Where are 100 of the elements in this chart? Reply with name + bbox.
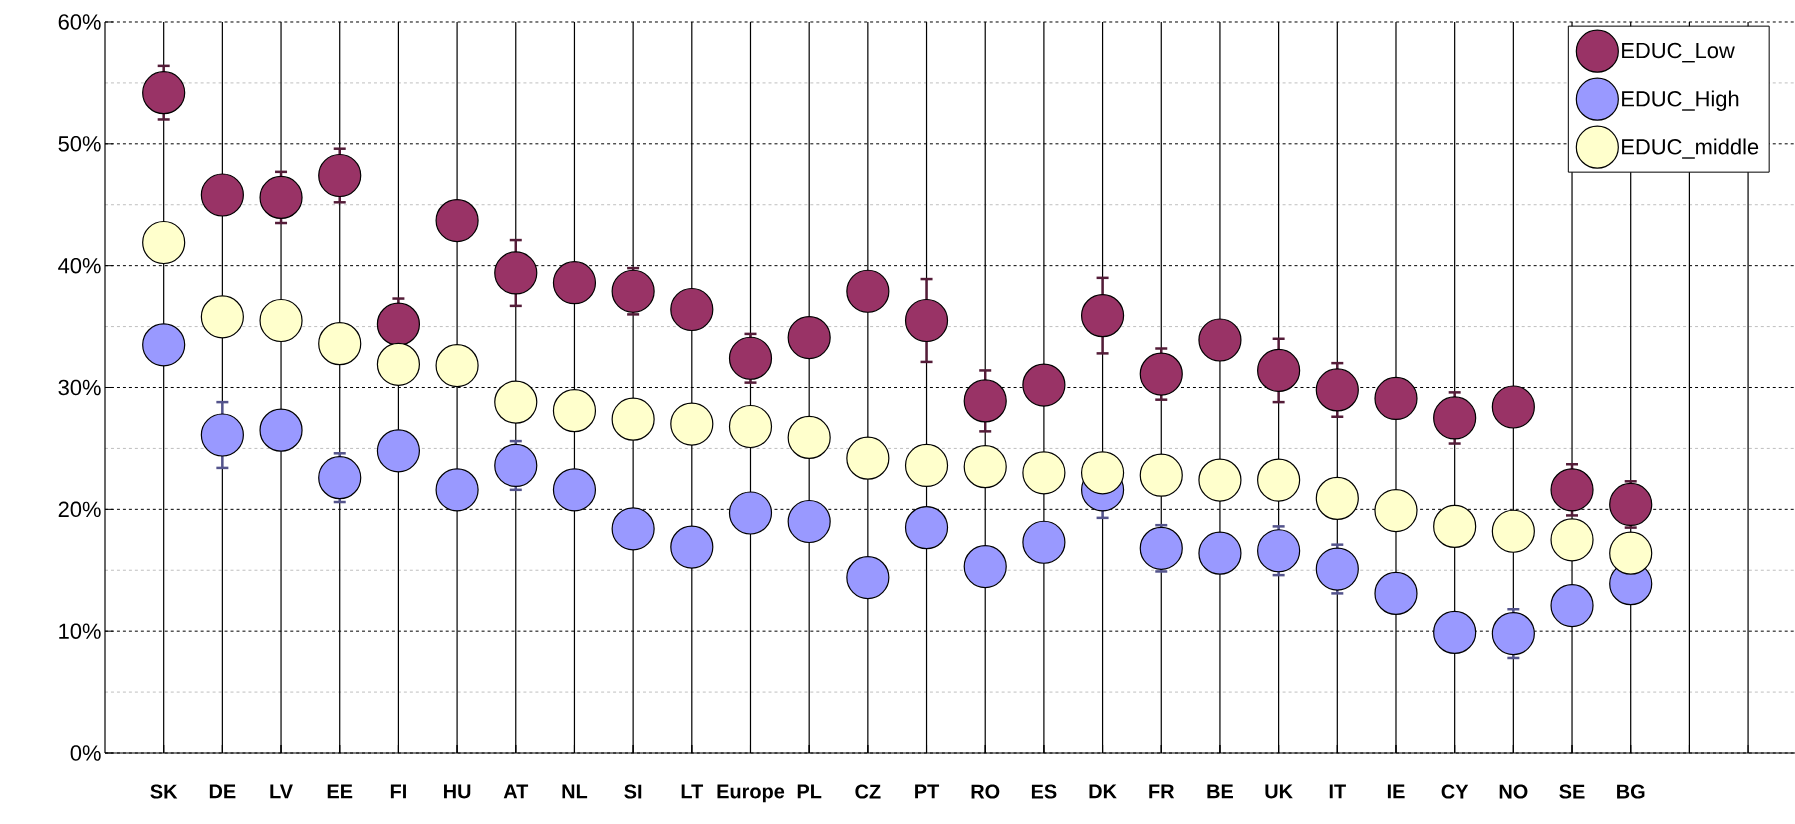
point [552, 468, 597, 512]
point [259, 298, 303, 343]
point [963, 445, 1007, 489]
point [1315, 476, 1359, 520]
point [318, 322, 362, 366]
x-tick-label: IE [1387, 784, 1405, 799]
point [1080, 451, 1125, 495]
x-tick-label: AT [503, 784, 529, 799]
point [670, 525, 714, 569]
point [846, 269, 890, 313]
x-tick-label: CZ [855, 784, 881, 799]
point [670, 402, 714, 446]
point [1257, 458, 1301, 502]
x-tick-label: NL [562, 784, 588, 799]
point [728, 336, 773, 380]
point [552, 261, 597, 305]
legend-label: EDUC_High [1622, 90, 1739, 111]
point [1257, 529, 1301, 573]
x-tick-label: BE [1207, 784, 1233, 799]
point [787, 315, 831, 360]
point [904, 443, 949, 488]
y-tick-label: 50% [58, 136, 101, 152]
point [552, 389, 597, 433]
point [142, 220, 186, 265]
point [1139, 526, 1183, 570]
point [846, 436, 890, 480]
y-tick-label: 30% [58, 379, 101, 396]
x-tick-label: PL [797, 784, 822, 799]
point [376, 429, 421, 473]
point [1198, 531, 1242, 575]
y-tick-label: 60% [58, 14, 101, 30]
point [611, 397, 655, 441]
point [787, 415, 831, 460]
point [1315, 547, 1359, 591]
point [846, 555, 890, 600]
point [376, 342, 421, 386]
y-tick-label: 20% [58, 501, 101, 518]
x-tick-label: SE [1559, 784, 1585, 799]
point [1374, 376, 1418, 421]
point [963, 544, 1007, 589]
point [1491, 509, 1535, 553]
point [1198, 458, 1242, 502]
point [1080, 294, 1125, 338]
legend-label: EDUC_Low [1622, 42, 1735, 63]
x-tick-label: UK [1265, 784, 1293, 799]
point [494, 380, 538, 424]
point [904, 506, 949, 550]
point [494, 443, 538, 488]
point [318, 153, 362, 198]
point [435, 198, 479, 243]
point [611, 507, 655, 551]
x-tick-label: ES [1031, 784, 1057, 799]
point [904, 298, 949, 343]
point [1491, 612, 1535, 656]
point [1139, 352, 1183, 396]
point [200, 295, 244, 339]
y-tick-label: 0% [70, 745, 101, 761]
x-tick-label: CY [1441, 784, 1469, 799]
point [1550, 518, 1594, 562]
point [1550, 583, 1594, 628]
point [1609, 482, 1653, 527]
point [728, 491, 773, 535]
legend-label: EDUC_middle [1622, 138, 1759, 159]
point [259, 408, 303, 452]
point [1022, 363, 1066, 407]
point [200, 413, 244, 457]
y-tick-label: 40% [58, 257, 101, 274]
x-tick-label: BG [1617, 784, 1645, 799]
y-tick-label: 10% [59, 623, 101, 639]
point [1315, 368, 1359, 412]
point [1139, 453, 1183, 497]
point [1433, 396, 1477, 440]
point [200, 173, 244, 217]
x-tick-label: PT [915, 784, 940, 799]
point [1433, 610, 1477, 654]
point [1257, 348, 1301, 393]
x-tick-label: LV [270, 784, 293, 799]
point [1374, 571, 1418, 615]
point [1022, 451, 1066, 495]
point [435, 343, 479, 388]
point [1433, 504, 1477, 548]
x-tick-label: NO [1499, 784, 1528, 799]
x-tick-label: DK [1089, 784, 1117, 799]
point [1374, 488, 1418, 533]
point [494, 251, 538, 295]
x-tick-label: SI [624, 784, 642, 799]
point [670, 287, 714, 332]
x-tick-label: Europe [717, 784, 785, 803]
point [1198, 318, 1242, 362]
x-tick-label: FI [390, 784, 406, 799]
point [376, 302, 421, 346]
point [1550, 468, 1594, 512]
x-tick-label: RO [971, 784, 1000, 799]
point [611, 269, 655, 313]
point [1491, 385, 1535, 429]
x-tick-label: FR [1149, 784, 1175, 799]
x-tick-label: EE [327, 784, 353, 799]
point [318, 456, 362, 500]
point [435, 468, 479, 512]
point [728, 404, 773, 449]
